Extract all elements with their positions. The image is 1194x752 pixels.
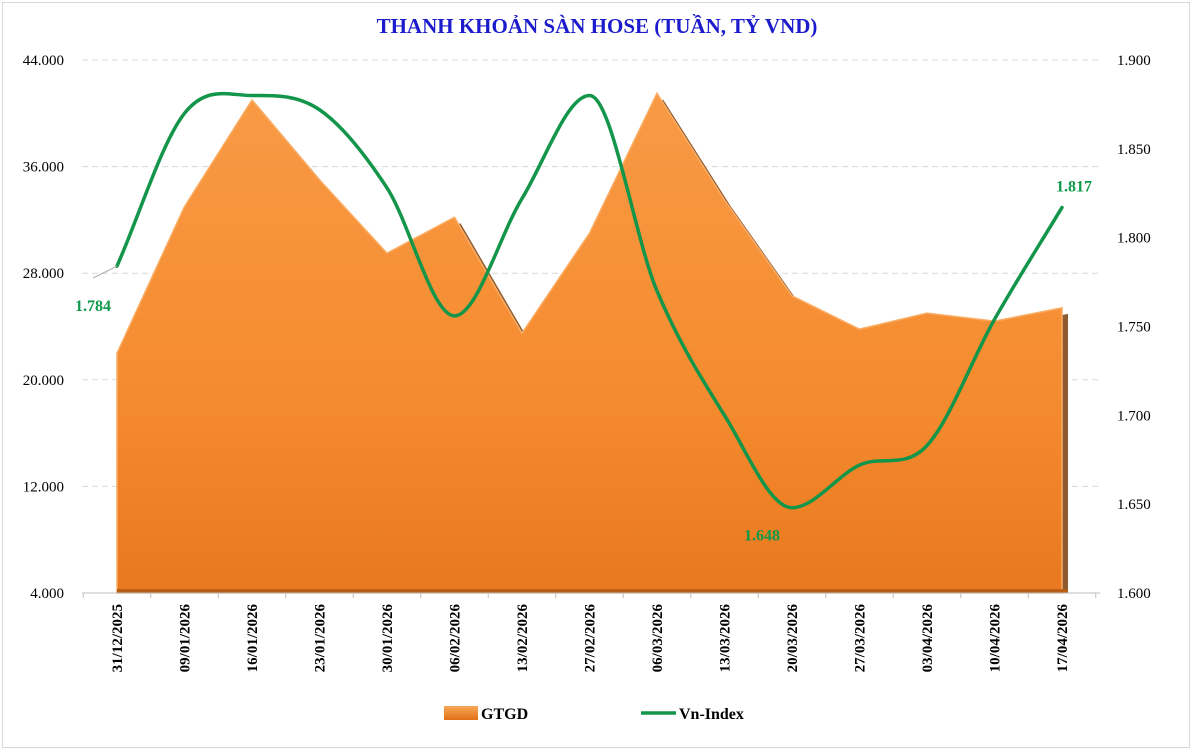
x-tick-label: 23/01/2026 [313,604,329,673]
x-tick-label: 17/04/2026 [1055,604,1071,673]
x-tick-label: 03/04/2026 [920,604,936,673]
vn-index-data-label: 1.784 [75,298,111,315]
y-left-tick-label: 44.000 [23,53,64,69]
x-tick-label: 31/12/2025 [110,604,126,672]
y-right-tick-label: 1.850 [1117,142,1151,158]
x-tick-label: 06/02/2026 [448,604,464,673]
x-tick-label: 13/02/2026 [515,604,531,673]
legend-label-gtgd: GTGD [481,706,528,723]
y-left-tick-label: 36.000 [23,160,64,176]
vn-index-data-label: 1.817 [1056,178,1092,195]
vn-index-line [115,91,1064,510]
y-right-tick-label: 1.800 [1117,231,1151,247]
y-right-tick-label: 1.650 [1117,497,1151,513]
y-left-tick-label: 20.000 [23,373,64,389]
y-left-tick-label: 28.000 [23,266,64,282]
y-left-tick-label: 4.000 [30,586,64,602]
x-tick-label: 30/01/2026 [380,604,396,673]
x-tick-label: 09/01/2026 [178,604,194,673]
gtgd-area-floor [117,589,1068,593]
y-right-tick-label: 1.750 [1117,320,1151,336]
data-label-leader [92,265,118,279]
y-right-tick-label: 1.700 [1117,408,1151,424]
x-tick-label: 16/01/2026 [245,604,261,673]
x-tick-label: 20/03/2026 [785,604,801,673]
y-right-tick-label: 1.900 [1117,53,1151,69]
x-tick-label: 10/04/2026 [988,604,1004,673]
x-tick-label: 27/03/2026 [853,604,869,673]
gtgd-area [116,91,1063,594]
legend-label-vn-index: Vn-Index [679,706,744,723]
y-left-tick-label: 12.000 [23,479,64,495]
chart-title: THANH KHOẢN SÀN HOSE (TUẦN, TỶ VND) [376,14,818,38]
y-right-tick-label: 1.600 [1117,586,1151,602]
legend-swatch-gtgd [444,706,478,720]
x-tick-label: 13/03/2026 [718,604,734,673]
vn-index-data-label: 1.648 [744,528,780,545]
x-tick-label: 06/03/2026 [650,604,666,673]
x-tick-label: 27/02/2026 [583,604,599,673]
